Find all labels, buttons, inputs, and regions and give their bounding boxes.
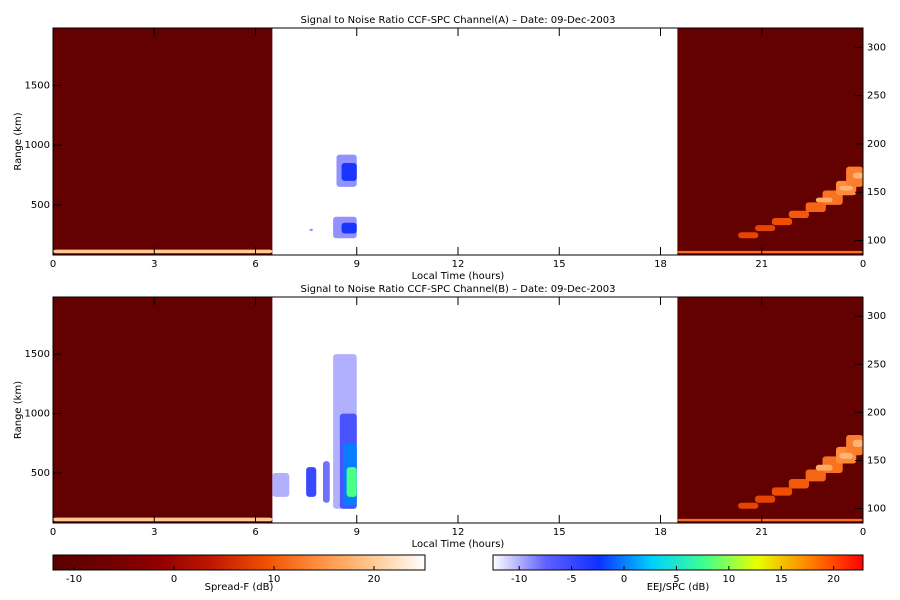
- y2-tick-label: 100: [867, 504, 886, 515]
- heat-cell: [341, 163, 357, 181]
- y-tick-label: 1000: [25, 140, 50, 151]
- colorbar-tick-label: 5: [673, 574, 679, 585]
- y2-tick-label: 100: [867, 236, 886, 247]
- plot-area: [53, 297, 863, 523]
- colorbar-tick-label: -5: [567, 574, 577, 585]
- colorbar-tick-label: -10: [66, 574, 82, 585]
- y2-tick-label: 300: [867, 42, 886, 53]
- x-tick-label: 15: [553, 527, 566, 538]
- heat-cell: [53, 28, 273, 255]
- y2-tick-label: 200: [867, 407, 886, 418]
- heat-cell: [677, 297, 863, 523]
- x-tick-label: 21: [755, 527, 768, 538]
- y-tick-label: 1500: [25, 349, 50, 360]
- heat-cell: [815, 464, 833, 471]
- y-tick-label: 500: [31, 200, 50, 211]
- x-tick-label: 6: [252, 527, 258, 538]
- heat-cell: [53, 297, 273, 523]
- heat-cell: [341, 222, 357, 234]
- x-tick-label: 21: [755, 259, 768, 270]
- heat-cell: [805, 202, 826, 212]
- x-axis-label: Local Time (hours): [412, 539, 505, 550]
- heat-cell: [309, 228, 313, 232]
- x-tick-label: 3: [151, 259, 157, 270]
- x-tick-label: 0: [860, 259, 866, 270]
- y2-tick-label: 200: [867, 139, 886, 150]
- x-tick-label: 18: [654, 527, 667, 538]
- heat-cell: [852, 172, 863, 179]
- heat-cell: [323, 461, 330, 503]
- y2-tick-label: 300: [867, 311, 886, 322]
- x-tick-label: 6: [252, 259, 258, 270]
- x-tick-label: 0: [860, 527, 866, 538]
- heat-cell: [272, 473, 290, 497]
- heat-cell: [755, 225, 776, 232]
- colorbar-label: EEJ/SPC (dB): [647, 582, 710, 593]
- x-tick-label: 15: [553, 259, 566, 270]
- y-tick-label: 1000: [25, 409, 50, 420]
- colorbar: [492, 554, 864, 571]
- heat-cell: [815, 197, 833, 203]
- heat-cell: [53, 517, 273, 522]
- heat-cell: [677, 28, 863, 255]
- colorbar-tick-label: 15: [775, 574, 788, 585]
- heat-cell: [738, 502, 759, 509]
- colorbar-tick-label: 0: [171, 574, 177, 585]
- heat-cell: [346, 467, 357, 497]
- x-tick-label: 18: [654, 259, 667, 270]
- heat-cell: [788, 478, 809, 489]
- x-tick-label: 0: [50, 259, 56, 270]
- heat-cell: [677, 518, 863, 522]
- colorbar-label: Spread-F (dB): [205, 582, 274, 593]
- y-tick-label: 500: [31, 468, 50, 479]
- x-tick-label: 9: [354, 527, 360, 538]
- heat-cell: [738, 232, 759, 239]
- heat-cell: [839, 185, 853, 191]
- chart-title: Signal to Noise Ratio CCF-SPC Channel(B)…: [300, 284, 615, 295]
- colorbar-tick-label: 20: [827, 574, 840, 585]
- heat-cell: [306, 467, 317, 497]
- heat-cell: [755, 495, 776, 503]
- x-axis-label: Local Time (hours): [412, 271, 505, 282]
- chart-title: Signal to Noise Ratio CCF-SPC Channel(A)…: [301, 15, 616, 26]
- heat-cell: [852, 439, 863, 447]
- y-axis-label: Range (km): [13, 112, 24, 170]
- heat-cell: [788, 210, 809, 218]
- colorbar-tick-label: -10: [511, 574, 527, 585]
- colorbar-tick-label: 20: [368, 574, 381, 585]
- x-tick-label: 9: [354, 259, 360, 270]
- y-tick-label: 1500: [25, 80, 50, 91]
- y-axis-label: Range (km): [13, 381, 24, 439]
- x-tick-label: 12: [452, 259, 465, 270]
- y2-tick-label: 150: [867, 455, 886, 466]
- x-tick-label: 0: [50, 527, 56, 538]
- heat-cell: [771, 217, 793, 226]
- plot-area: [53, 28, 863, 255]
- heat-cell: [839, 452, 853, 459]
- x-tick-label: 3: [151, 527, 157, 538]
- colorbar-tick-label: 10: [268, 574, 281, 585]
- colorbar-tick-label: 10: [722, 574, 735, 585]
- heat-cell: [805, 469, 826, 482]
- y2-tick-label: 250: [867, 359, 886, 370]
- y2-tick-label: 250: [867, 91, 886, 102]
- colorbar: [52, 554, 426, 571]
- colorbar-tick-label: 0: [621, 574, 627, 585]
- y2-tick-label: 150: [867, 187, 886, 198]
- heat-cell: [677, 250, 863, 254]
- heat-cell: [53, 249, 273, 254]
- x-tick-label: 12: [452, 527, 465, 538]
- heat-cell: [771, 487, 793, 496]
